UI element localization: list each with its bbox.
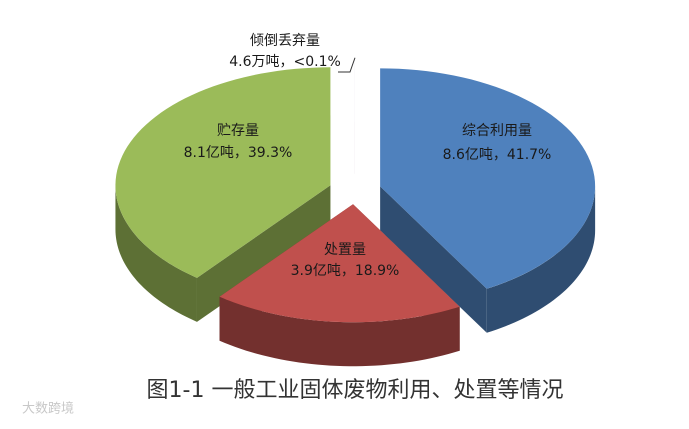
value-label: 8.1亿吨，39.3%: [184, 145, 293, 161]
slice-side: [486, 186, 596, 333]
slice: [115, 67, 331, 322]
slice-top: [115, 67, 331, 278]
value-label: 3.9亿吨，18.9%: [291, 263, 400, 279]
slice-side: [196, 185, 331, 322]
slice: [380, 68, 596, 333]
slice-top: [380, 68, 596, 289]
slice-side: [380, 186, 487, 333]
slice-side: [115, 185, 197, 322]
slice-label: 综合利用量: [462, 123, 532, 139]
value-label: 8.6亿吨，41.7%: [443, 147, 552, 163]
watermark: 大数跨境: [22, 402, 74, 417]
slice-label: 贮存量: [217, 123, 259, 139]
slice: [219, 204, 460, 367]
slice-label: 处置量: [324, 242, 366, 258]
leader-line: [338, 57, 356, 73]
slice-side: [219, 296, 460, 367]
slice-top: [219, 204, 460, 323]
chart-title: 图1-1 一般工业固体废物利用、处置等情况: [147, 378, 564, 403]
slice-label: 倾倒丢弃量: [250, 33, 320, 49]
value-label: 4.6万吨，<0.1%: [229, 54, 341, 70]
